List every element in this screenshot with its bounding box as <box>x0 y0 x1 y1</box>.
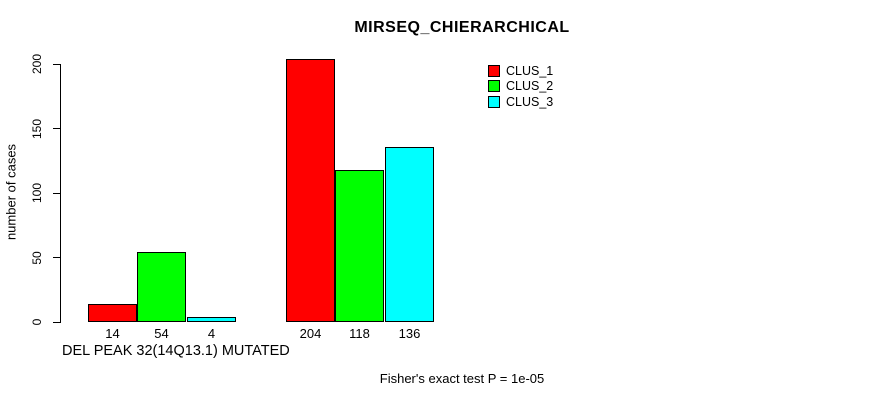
legend-row: CLUS_2 <box>488 79 553 95</box>
bar-value-label: 118 <box>349 326 370 341</box>
y-tick-label: 50 <box>30 250 44 265</box>
bar-value-label: 204 <box>299 326 322 341</box>
y-tick <box>53 257 61 258</box>
legend-row: CLUS_1 <box>488 63 553 79</box>
legend-row: CLUS_3 <box>488 94 553 110</box>
legend-swatch-clus_3 <box>488 95 500 108</box>
legend-label: CLUS_2 <box>506 79 554 94</box>
bar-clus_2-group2 <box>335 170 384 322</box>
y-axis-label: number of cases <box>3 143 19 241</box>
y-tick-label: 200 <box>30 53 44 75</box>
bar-clus_1-group2 <box>286 59 335 322</box>
legend-label: CLUS_3 <box>506 94 554 109</box>
bar-value-label: 54 <box>154 326 169 341</box>
y-tick-label: 100 <box>30 182 44 204</box>
legend-label: CLUS_1 <box>506 63 554 78</box>
y-tick-label: 150 <box>30 118 44 139</box>
chart-title: MIRSEQ_CHIERARCHICAL <box>354 19 570 36</box>
bar-clus_3-group2 <box>385 147 434 322</box>
legend-swatch-clus_2 <box>488 80 500 93</box>
y-tick <box>53 128 61 129</box>
bar-clus_1-group1 <box>88 304 137 322</box>
legend-swatch-clus_1 <box>488 64 500 77</box>
x-axis-label: DEL PEAK 32(14Q13.1) MUTATED <box>62 343 290 359</box>
legend: CLUS_1 CLUS_2 CLUS_3 <box>488 63 553 110</box>
bar-clus_2-group1 <box>137 252 186 322</box>
y-tick <box>53 192 61 194</box>
bar-value-label: 4 <box>207 326 216 341</box>
y-tick-label: 0 <box>30 318 44 326</box>
bar-clus_3-group1 <box>187 317 236 322</box>
y-tick <box>53 63 61 65</box>
bar-value-label: 14 <box>105 326 120 341</box>
footer-annotation: Fisher's exact test P = 1e-05 <box>379 371 545 386</box>
y-tick <box>53 321 61 323</box>
bar-value-label: 136 <box>398 326 421 341</box>
